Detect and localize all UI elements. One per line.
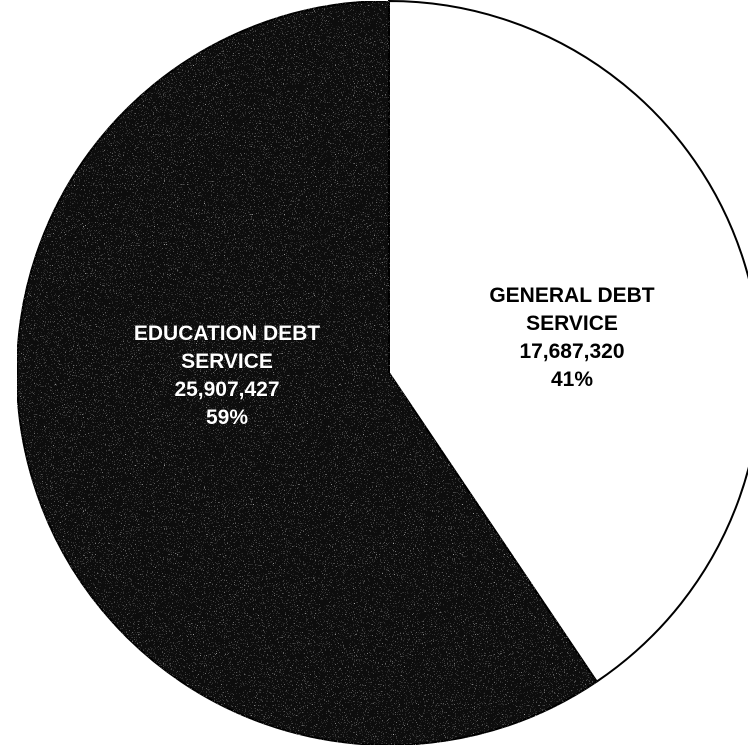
slice-value: 25,907,427 <box>174 378 279 401</box>
slice-label-name: SERVICE <box>181 350 273 373</box>
slice-percent: 41% <box>551 368 593 391</box>
slice-label-name: EDUCATION DEBT <box>134 322 320 345</box>
slice-label-name: SERVICE <box>526 312 618 335</box>
slice-label-name: GENERAL DEBT <box>489 284 654 307</box>
slice-label-1: EDUCATION DEBT SERVICE 25,907,427 59% <box>134 322 320 429</box>
slice-value: 17,687,320 <box>519 340 624 363</box>
pie-labels: GENERAL DEBT SERVICE 17,687,320 41% EDUCATIO… <box>133 284 654 429</box>
pie-slice-0 <box>388 0 748 684</box>
slice-percent: 59% <box>206 406 248 429</box>
slice-label-0: GENERAL DEBT SERVICE 17,687,320 41% <box>489 284 654 391</box>
pie-slice-1 <box>16 0 599 746</box>
pie-slices <box>16 0 748 746</box>
